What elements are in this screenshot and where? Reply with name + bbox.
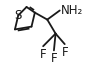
Text: S: S [15, 9, 22, 22]
Text: F: F [40, 48, 46, 61]
Text: F: F [61, 46, 68, 59]
Text: NH₂: NH₂ [61, 4, 83, 17]
Text: F: F [51, 52, 57, 65]
